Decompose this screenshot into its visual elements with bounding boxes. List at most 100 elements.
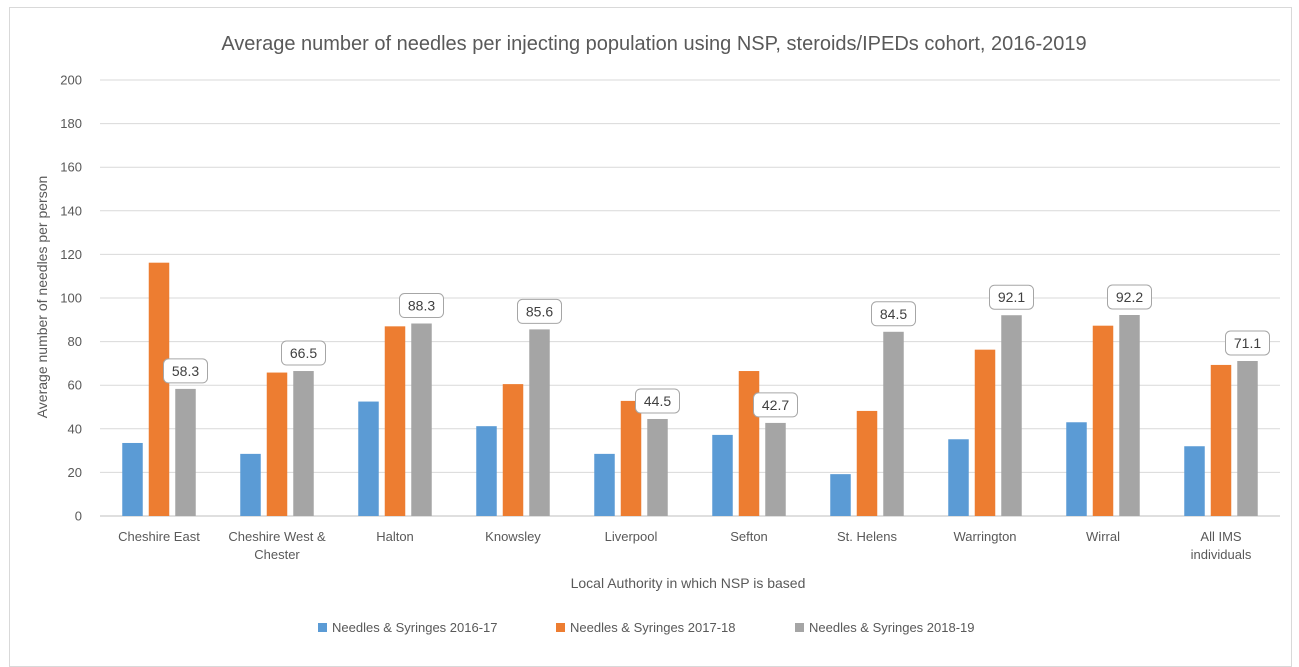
legend-label: Needles & Syringes 2018-19 [809, 620, 975, 635]
bar-series-1 [948, 439, 969, 516]
x-tick-label: Halton [376, 529, 414, 544]
y-tick-label: 100 [60, 291, 82, 306]
bar-series-2 [502, 384, 524, 516]
data-labels: 58.3 66.5 88.3 85.6 44.5 42.7 84.5 92.1 92.2 71.1 [163, 284, 1270, 418]
bar-series-1 [830, 474, 851, 516]
data-label-box [989, 284, 1034, 310]
x-tick-label: Wirral [1086, 529, 1120, 544]
x-tick-label-line: St. Helens [837, 529, 897, 544]
data-label-box [1107, 284, 1152, 310]
data-label-box [871, 301, 916, 327]
data-label-text: 58.3 [172, 363, 199, 379]
y-tick-label: 120 [60, 247, 82, 262]
data-label-text: 71.1 [1234, 335, 1261, 351]
data-label-text: 42.7 [762, 397, 789, 413]
data-label: 42.7 [753, 392, 798, 418]
bar-series-3 [529, 329, 550, 516]
x-tick-label: Sefton [730, 529, 768, 544]
y-tick-label: 0 [75, 509, 82, 524]
bar-series-2 [974, 349, 996, 516]
x-tick-label: St. Helens [837, 529, 897, 544]
bar-series-3 [1001, 315, 1022, 516]
x-tick-label-line: Cheshire West & [228, 529, 326, 544]
x-tick-label: All IMS individuals [1191, 529, 1252, 562]
bar-series-3 [1237, 361, 1258, 516]
bar-series-2 [856, 410, 878, 516]
data-label-text: 44.5 [644, 393, 671, 409]
data-label-text: 84.5 [880, 306, 907, 322]
x-axis-ticks: Cheshire East Cheshire West & Chester Halto… [118, 529, 1252, 562]
chart-container: Average number of needles per injecting … [9, 7, 1292, 667]
y-tick-label: 20 [68, 465, 82, 480]
legend-item: Needles & Syringes 2016-17 [318, 620, 498, 635]
bar-series-1 [1184, 446, 1205, 516]
chart-frame [9, 7, 1292, 667]
x-tick-label-line: All IMS [1200, 529, 1242, 544]
x-tick-label-line: individuals [1191, 547, 1252, 562]
chart-title: Average number of needles per injecting … [221, 33, 1086, 55]
bar-series-1 [1066, 422, 1087, 516]
bar-chart: Average number of needles per injecting … [34, 33, 1280, 635]
bar-series-3 [1119, 315, 1140, 516]
x-tick-label-line: Cheshire East [118, 529, 200, 544]
data-label-box [163, 358, 208, 384]
y-tick-label: 200 [60, 73, 82, 88]
data-label-box [753, 392, 798, 418]
data-label: 88.3 [399, 293, 444, 319]
bar-series-1 [122, 442, 143, 516]
data-label: 84.5 [871, 301, 916, 327]
y-tick-label: 60 [68, 378, 82, 393]
bar-series-2 [1092, 325, 1114, 516]
bar-series-3 [883, 331, 904, 516]
data-label-text: 92.2 [1116, 289, 1143, 305]
bar-series-2 [620, 400, 642, 516]
bar-series-1 [358, 401, 379, 516]
data-label: 58.3 [163, 358, 208, 384]
data-label-text: 92.1 [998, 289, 1025, 305]
bar-series-1 [476, 426, 497, 516]
data-label-box [635, 388, 680, 414]
bar-series-2 [266, 372, 288, 516]
bar-series-3 [647, 418, 668, 516]
bar-series-1 [712, 434, 733, 516]
x-tick-label: Cheshire West & Chester [228, 529, 326, 562]
data-label-text: 88.3 [408, 298, 435, 314]
data-label-box [517, 298, 562, 324]
legend-swatch [318, 623, 327, 632]
data-label-box [399, 293, 444, 319]
x-tick-label-line: Wirral [1086, 529, 1120, 544]
bar-series-2 [1210, 364, 1232, 516]
x-tick-label: Warrington [953, 529, 1016, 544]
legend-swatch [556, 623, 565, 632]
y-tick-label: 80 [68, 334, 82, 349]
data-label-text: 85.6 [526, 303, 553, 319]
x-axis-title: Local Authority in which NSP is based [571, 575, 806, 591]
data-label: 71.1 [1225, 330, 1270, 356]
bar-series-3 [175, 388, 196, 516]
data-label-box [1225, 330, 1270, 356]
bar-series-2 [384, 326, 406, 516]
data-label: 85.6 [517, 298, 562, 324]
y-tick-label: 40 [68, 421, 82, 436]
data-label-box [281, 340, 326, 366]
x-tick-label: Cheshire East [118, 529, 200, 544]
legend: Needles & Syringes 2016-17 Needles & Syri… [318, 620, 975, 635]
data-label: 66.5 [281, 340, 326, 366]
y-axis-title: Average number of needles per person [34, 176, 50, 419]
data-label: 92.2 [1107, 284, 1152, 310]
data-label-text: 66.5 [290, 345, 317, 361]
legend-swatch [795, 623, 804, 632]
data-label: 92.1 [989, 284, 1034, 310]
x-tick-label-line: Warrington [953, 529, 1016, 544]
x-tick-label-line: Knowsley [485, 529, 541, 544]
x-tick-label-line: Halton [376, 529, 414, 544]
x-tick-label: Liverpool [605, 529, 658, 544]
y-tick-label: 180 [60, 116, 82, 131]
data-label: 44.5 [635, 388, 680, 414]
bar-series-2 [148, 262, 170, 516]
legend-item: Needles & Syringes 2018-19 [795, 620, 975, 635]
legend-label: Needles & Syringes 2017-18 [570, 620, 736, 635]
bar-series-3 [411, 323, 432, 516]
bar-series-2 [738, 371, 760, 516]
x-tick-label-line: Liverpool [605, 529, 658, 544]
